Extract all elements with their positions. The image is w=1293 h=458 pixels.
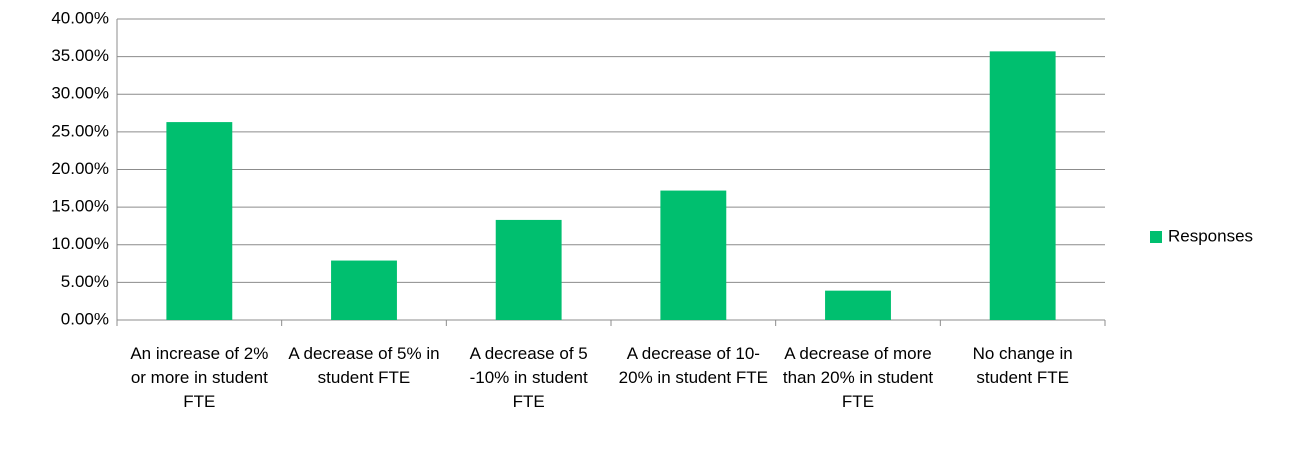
y-tick-label: 0.00% — [61, 309, 109, 328]
x-tick-label: A decrease of 5 -10% in student FTE — [469, 344, 588, 411]
bar — [495, 219, 562, 320]
x-tick-label: No change in student FTE — [972, 344, 1073, 387]
y-tick-label: 30.00% — [51, 84, 109, 103]
legend-label: Responses — [1168, 226, 1253, 245]
y-tick-label: 15.00% — [51, 197, 109, 216]
bar — [660, 190, 727, 320]
x-tick-label: A decrease of 5% in student FTE — [288, 344, 440, 387]
bar — [166, 122, 233, 320]
bar — [989, 51, 1056, 321]
bar — [825, 290, 891, 320]
y-tick-label: 5.00% — [61, 272, 109, 291]
y-tick-label: 20.00% — [51, 159, 109, 178]
y-tick-label: 25.00% — [51, 121, 109, 140]
x-tick-label: A decrease of more than 20% in student F… — [782, 344, 934, 411]
legend-swatch — [1150, 231, 1162, 243]
y-tick-label: 10.00% — [51, 234, 109, 253]
y-tick-label: 40.00% — [51, 8, 109, 27]
x-tick-label: An increase of 2% or more in student FTE — [130, 344, 269, 411]
y-tick-label: 35.00% — [51, 46, 109, 65]
bar — [331, 260, 397, 320]
x-tick-label: A decrease of 10-20% in student FTE — [618, 344, 768, 387]
